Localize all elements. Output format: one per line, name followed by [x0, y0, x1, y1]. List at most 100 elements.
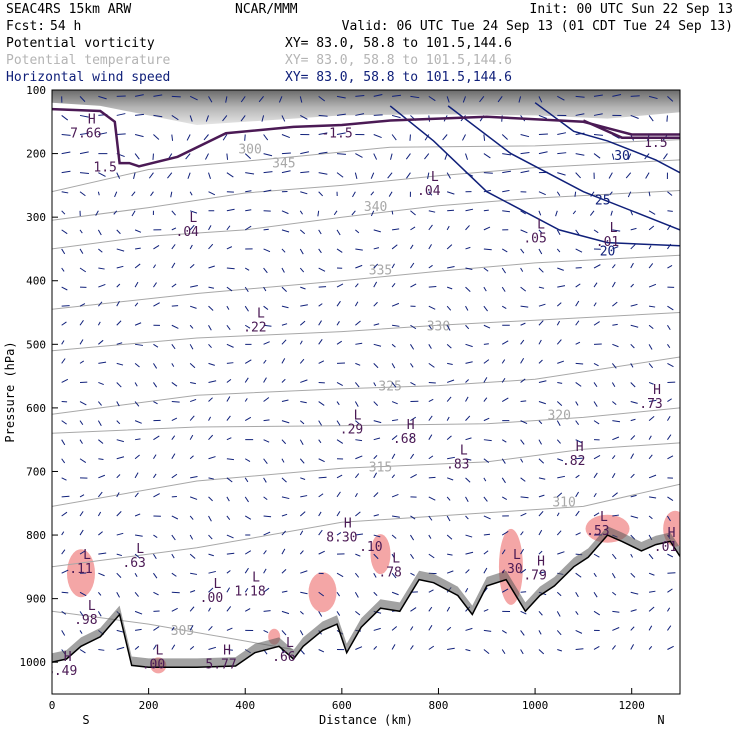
wind-vector: [79, 401, 87, 406]
wind-vector: [667, 265, 673, 269]
wind-vector: [263, 341, 270, 345]
wind-vector: [520, 286, 527, 292]
wind-vector: [190, 285, 198, 288]
wind-vector: [171, 534, 176, 541]
wind-vector: [556, 611, 561, 617]
wind-vector: [79, 649, 86, 654]
wind-vector: [318, 248, 322, 254]
wind-vector: [465, 415, 471, 421]
wind-vector: [299, 248, 304, 255]
wind-vector: [171, 324, 179, 329]
theta-label-320: 320: [547, 408, 570, 423]
wind-vector: [410, 436, 413, 440]
wind-vector: [263, 515, 272, 518]
pv-fill-5: [308, 572, 337, 613]
wind-vector: [630, 303, 638, 307]
wind-vector: [116, 572, 122, 578]
wind-vector: [428, 455, 434, 460]
wind-vector: [649, 305, 656, 308]
hl-value-22: .98: [74, 613, 97, 628]
wind-vector: [556, 401, 563, 406]
wind-vector: [446, 244, 453, 250]
wind-vector: [98, 132, 108, 135]
wind-vector: [355, 320, 361, 326]
wind-vector: [667, 416, 671, 421]
wind-vector: [226, 496, 230, 502]
wind-vector: [79, 360, 85, 364]
wind-vector: [153, 363, 158, 369]
wind-vector: [355, 439, 363, 442]
wind-vector: [135, 534, 143, 537]
wind-vector: [483, 172, 493, 174]
wind-vector: [648, 283, 657, 288]
wind-vector: [116, 113, 126, 116]
wind-vector: [281, 496, 290, 500]
wind-vector: [318, 191, 324, 197]
wind-vector: [354, 401, 359, 407]
wind-vector: [244, 305, 249, 312]
wind-vector: [61, 134, 71, 136]
wind-vector: [98, 172, 106, 177]
wind-vector: [630, 227, 637, 231]
wind-vector: [189, 344, 194, 350]
wind-vector: [226, 378, 232, 383]
wind-vector: [336, 401, 340, 406]
wind-vector: [410, 95, 420, 99]
wind-vector: [244, 608, 251, 612]
wind-vector: [300, 191, 308, 195]
wind-vector: [391, 626, 398, 631]
wind-vector: [263, 568, 267, 574]
wind-vector: [483, 153, 491, 159]
theta-contour-330: [52, 312, 680, 352]
wind-vector: [208, 607, 211, 612]
wind-vector: [318, 401, 325, 406]
wind-vector: [630, 210, 634, 216]
wind-vector: [593, 553, 600, 558]
hl-type-5: L: [610, 221, 618, 236]
wind-vector: [428, 210, 436, 213]
wind-vector: [226, 172, 234, 178]
wind-vector: [667, 496, 674, 502]
wind-vector: [208, 324, 212, 331]
wind-vector: [336, 439, 344, 444]
wind-vector: [336, 382, 343, 386]
wind-vector: [391, 644, 396, 650]
wind-vector: [61, 170, 71, 174]
wind-vector: [465, 515, 469, 520]
wind-vector: [501, 649, 506, 655]
wind-vector: [593, 420, 600, 425]
wind-vector: [208, 286, 215, 289]
wind-vector: [300, 591, 308, 595]
wind-vector: [153, 282, 157, 288]
wind-vector: [98, 283, 106, 288]
wind-vector: [392, 228, 400, 231]
wind-vector: [373, 401, 379, 406]
wind-vector: [648, 435, 652, 440]
wind-vector: [392, 419, 399, 422]
wind-vector: [428, 553, 435, 559]
wind-vector: [189, 434, 194, 440]
wind-label-20: 20: [600, 244, 616, 259]
wind-vector: [116, 532, 124, 536]
wind-vector: [501, 286, 506, 292]
wind-vector: [244, 267, 250, 271]
wind-vector: [538, 96, 543, 103]
hl-value-21: .00: [200, 591, 223, 606]
wind-vector: [222, 115, 228, 122]
wind-vector: [428, 415, 433, 421]
wind-vector: [79, 151, 89, 155]
wind-vector: [61, 477, 67, 481]
terrain-line: [52, 534, 680, 669]
wind-vector: [352, 191, 356, 198]
wind-vector: [79, 611, 84, 617]
wind-vector: [465, 551, 474, 555]
wind-vector: [116, 133, 126, 136]
wind-vector: [171, 344, 176, 350]
field-name-0: Potential vorticity: [6, 36, 155, 51]
wind-vector: [79, 529, 84, 536]
wind-vector: [575, 283, 581, 288]
wind-vector: [391, 534, 397, 539]
wind-vector: [336, 340, 343, 345]
wind-vector: [649, 399, 657, 403]
wind-vector: [171, 227, 177, 231]
